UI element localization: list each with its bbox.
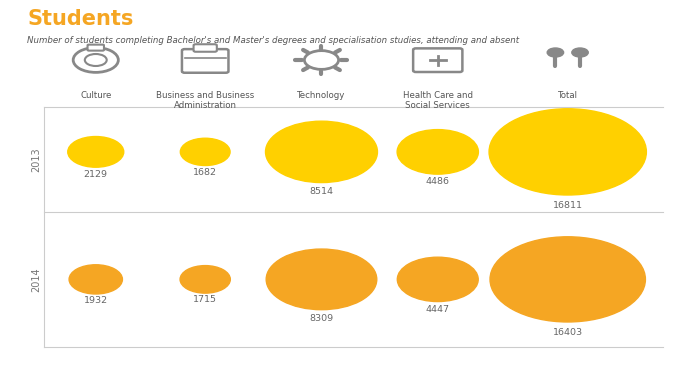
Text: 2014: 2014 <box>31 267 41 292</box>
Text: Business and Business
Administration: Business and Business Administration <box>156 91 254 110</box>
Ellipse shape <box>266 249 377 310</box>
Text: 8309: 8309 <box>309 314 334 323</box>
Text: 1932: 1932 <box>83 296 108 305</box>
Text: 2129: 2129 <box>83 170 108 178</box>
Ellipse shape <box>68 136 124 167</box>
FancyBboxPatch shape <box>88 45 104 51</box>
Ellipse shape <box>490 237 646 322</box>
Text: Technology: Technology <box>298 91 345 100</box>
Text: Students: Students <box>27 9 134 29</box>
Text: Number of students completing Bachelor's and Master's degrees and specialisation: Number of students completing Bachelor's… <box>27 36 519 45</box>
Text: Health Care and
Social Services: Health Care and Social Services <box>403 91 473 110</box>
FancyBboxPatch shape <box>194 44 217 52</box>
Text: 1682: 1682 <box>193 168 218 177</box>
Ellipse shape <box>265 121 378 183</box>
Ellipse shape <box>397 130 478 174</box>
Ellipse shape <box>181 138 230 165</box>
Ellipse shape <box>397 257 478 302</box>
Ellipse shape <box>180 266 231 293</box>
Circle shape <box>547 48 564 57</box>
Text: 4486: 4486 <box>425 177 450 186</box>
Ellipse shape <box>69 265 122 294</box>
Text: 1715: 1715 <box>193 295 218 304</box>
Ellipse shape <box>489 109 646 195</box>
Text: 8514: 8514 <box>309 187 334 196</box>
Text: 2013: 2013 <box>31 147 41 172</box>
Text: 4447: 4447 <box>425 305 450 314</box>
Text: Culture: Culture <box>80 91 111 100</box>
Circle shape <box>572 48 588 57</box>
Text: 16403: 16403 <box>553 328 583 338</box>
Text: Total: Total <box>557 91 578 100</box>
Text: 16811: 16811 <box>553 201 583 210</box>
